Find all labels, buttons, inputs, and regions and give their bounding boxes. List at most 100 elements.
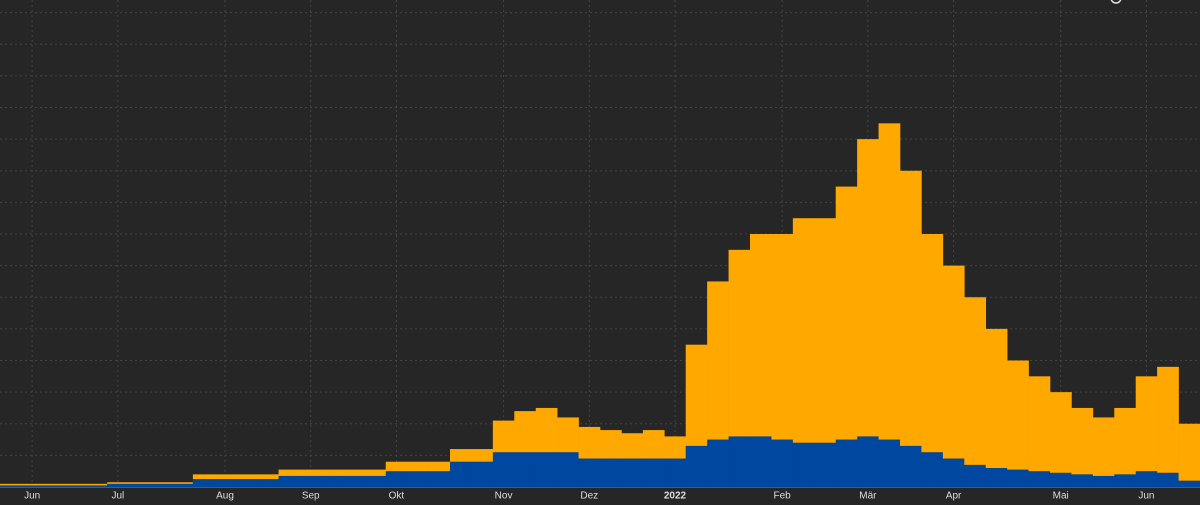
bar: [107, 482, 129, 484]
bar: [835, 186, 858, 440]
bar: [750, 436, 772, 487]
bar: [128, 482, 151, 484]
bar: [664, 458, 687, 487]
bar: [514, 411, 537, 453]
x-tick-label: Apr: [946, 491, 962, 502]
bar: [107, 483, 129, 487]
bar: [428, 461, 451, 472]
zoom-icon[interactable]: [1110, 0, 1122, 4]
bar: [300, 475, 322, 487]
bar: [1092, 417, 1115, 476]
bar: [21, 483, 44, 486]
bar: [1114, 474, 1137, 487]
bar: [728, 436, 751, 487]
bar: [514, 452, 537, 487]
bar: [471, 449, 494, 462]
bar: [385, 461, 408, 472]
bar: [42, 483, 65, 486]
bar: [278, 475, 301, 487]
bar: [321, 469, 344, 476]
bar: [557, 417, 579, 453]
bar: [621, 458, 644, 487]
labels: Jun Jul Aug Sep Okt Nov Dez 2022 Feb Mär Apr Mai Jun: [24, 491, 1154, 502]
bar: [42, 485, 65, 487]
bar: [835, 439, 858, 487]
bar: [600, 430, 622, 459]
bar: [621, 433, 644, 459]
bar: [814, 218, 837, 443]
bar: [0, 485, 22, 487]
bar: [192, 479, 215, 487]
bar: [642, 430, 665, 459]
bar: [85, 485, 108, 487]
bar: [942, 265, 965, 459]
bar: [1007, 469, 1029, 487]
x-tick-label: Mai: [1053, 491, 1069, 502]
bar: [857, 436, 879, 487]
bar: [921, 234, 944, 453]
x-tick-label: Jun: [1138, 491, 1154, 502]
bar: [792, 442, 815, 487]
bar: [150, 482, 172, 484]
bar: [985, 468, 1008, 487]
bar: [0, 483, 22, 486]
bar: [535, 452, 558, 487]
bar: [1071, 474, 1094, 487]
bar: [278, 469, 301, 476]
bar: [900, 170, 922, 446]
bar: [1157, 472, 1179, 487]
bars: [0, 123, 1200, 487]
x-tick-label: Feb: [774, 491, 792, 502]
bar: [964, 297, 987, 465]
bar: [257, 479, 279, 487]
bar: [407, 471, 429, 487]
bar: [492, 420, 515, 453]
bar: [1050, 472, 1072, 487]
bar: [664, 436, 687, 459]
bar: [428, 471, 451, 487]
bar: [1135, 471, 1158, 487]
bar: [878, 123, 901, 440]
x-tick-label: 2022: [664, 491, 687, 502]
bar: [85, 483, 108, 486]
bar: [578, 458, 601, 487]
x-tick-label: Mär: [859, 491, 877, 502]
bar: [171, 483, 194, 487]
bar: [214, 479, 237, 487]
bar: [235, 479, 258, 487]
x-tick-label: Jul: [111, 491, 124, 502]
bar: [685, 445, 708, 487]
bar: [471, 461, 494, 487]
grid: [0, 0, 1200, 488]
bar: [1135, 376, 1158, 472]
bar: [1178, 423, 1200, 481]
bar: [321, 475, 344, 487]
bar: [64, 485, 87, 487]
bar: [1114, 407, 1137, 475]
x-tick-label: Jun: [24, 491, 40, 502]
x-tick-label: Dez: [580, 491, 598, 502]
bar: [707, 281, 729, 440]
bar: [1157, 366, 1179, 473]
bar: [557, 452, 579, 487]
bar: [1071, 407, 1094, 475]
bar: [257, 474, 279, 480]
bar: [1028, 376, 1051, 472]
bar: [1050, 392, 1072, 473]
bar: [21, 485, 44, 487]
bar: [1028, 471, 1051, 487]
bar: [942, 458, 965, 487]
bar: [578, 426, 601, 459]
bar: [385, 471, 408, 487]
bar: [192, 474, 215, 480]
bar: [1092, 475, 1115, 487]
bar: [878, 439, 901, 487]
bar: [171, 482, 194, 484]
bar: [364, 475, 387, 487]
bar: [985, 328, 1008, 469]
x-tick-label: Aug: [216, 491, 234, 502]
bar: [150, 483, 172, 487]
bar: [921, 452, 944, 487]
bar: [728, 249, 751, 437]
